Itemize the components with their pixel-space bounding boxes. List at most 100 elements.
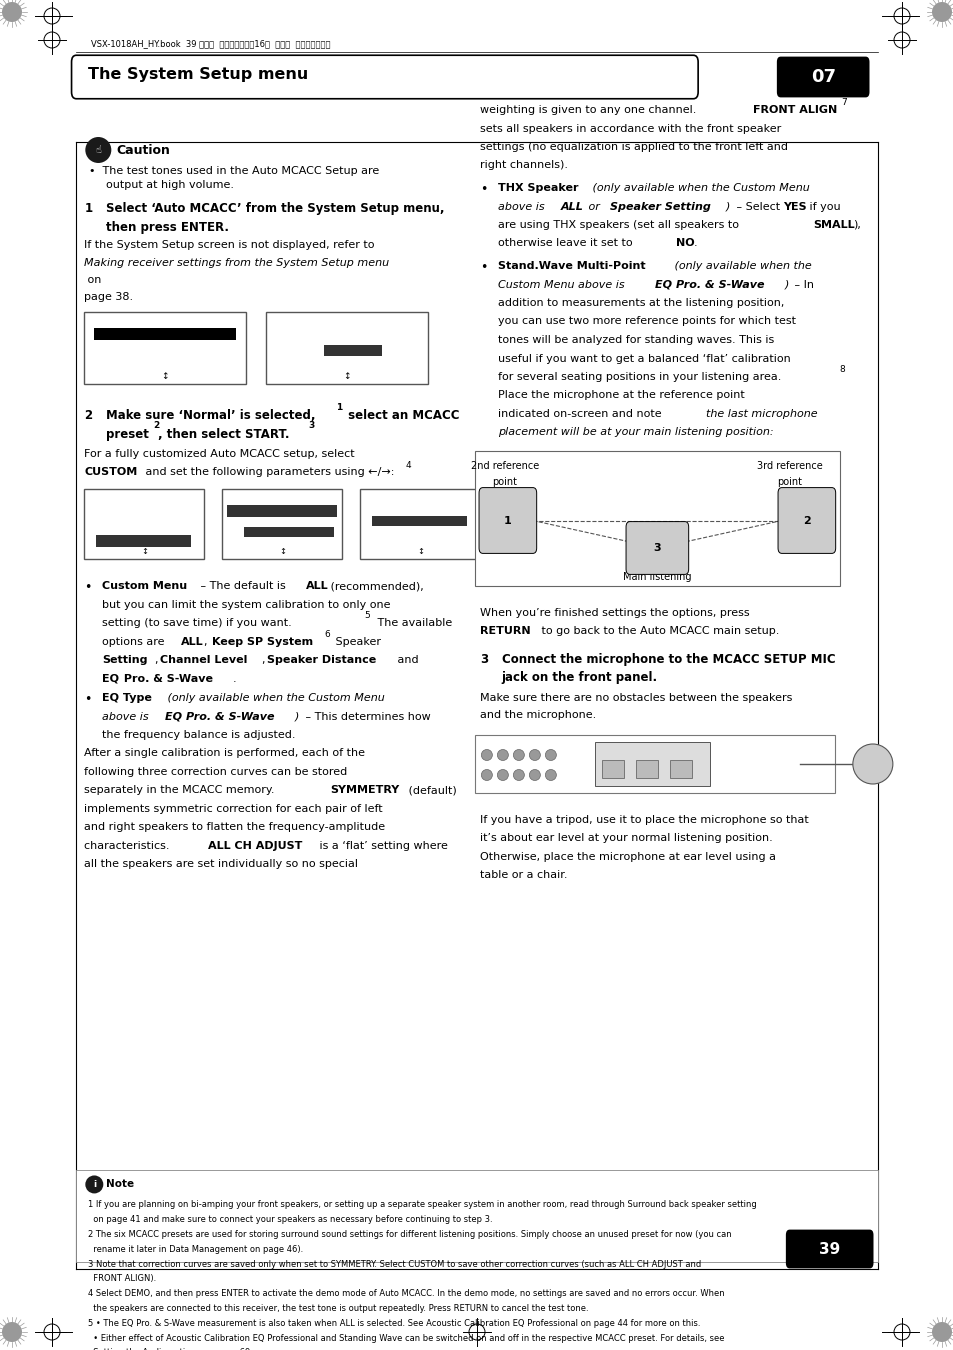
Text: EQ Pro. & S-Wave: EQ Pro. & S-Wave [165,711,274,721]
Text: and right speakers to flatten the frequency-amplitude: and right speakers to flatten the freque… [84,822,385,832]
Text: Stand.Wave Multi-Point: Stand.Wave Multi-Point [497,261,645,271]
Text: Caution: Caution [116,143,170,157]
Text: Keep SP System: Keep SP System [213,636,314,647]
Text: you can use two more reference points for which test: you can use two more reference points fo… [497,316,795,327]
Text: Channel Level: Channel Level [160,655,248,666]
Text: implements symmetric correction for each pair of left: implements symmetric correction for each… [84,803,382,814]
Text: it’s about ear level at your normal listening position.: it’s about ear level at your normal list… [479,833,772,844]
Text: Setting: Setting [102,655,148,666]
Text: Main listening: Main listening [622,572,691,582]
Text: ↕: ↕ [161,373,169,381]
Text: and the microphone.: and the microphone. [479,710,596,721]
Text: tones will be analyzed for standing waves. This is: tones will be analyzed for standing wave… [497,335,773,346]
Text: •: • [84,580,91,594]
Text: 3: 3 [653,543,660,554]
Text: following three correction curves can be stored: following three correction curves can be… [84,767,347,776]
Text: Make sure ‘Normal’ is selected,: Make sure ‘Normal’ is selected, [106,409,315,423]
Text: the speakers are connected to this receiver, the test tone is output repeatedly.: the speakers are connected to this recei… [89,1304,588,1314]
Text: 4: 4 [405,460,411,470]
Text: Otherwise, place the microphone at ear level using a: Otherwise, place the microphone at ear l… [479,852,775,863]
Text: on: on [84,275,102,285]
Text: – In: – In [790,279,813,289]
Text: For a fully customized Auto MCACC setup, select: For a fully customized Auto MCACC setup,… [84,450,355,459]
Text: ,: , [262,655,269,666]
Text: select an MCACC: select an MCACC [344,409,459,423]
Text: 3: 3 [479,653,488,666]
Text: – The default is: – The default is [197,580,290,591]
Text: output at high volume.: output at high volume. [106,180,234,190]
Text: preset: preset [106,428,149,440]
Text: EQ Type: EQ Type [102,693,152,703]
Text: all the speakers are set individually so no special: all the speakers are set individually so… [84,859,358,869]
Text: •: • [479,261,487,274]
Text: indicated on-screen and note: indicated on-screen and note [497,409,664,418]
Text: 6: 6 [324,629,330,639]
Text: 8: 8 [839,364,844,374]
Text: ,: , [155,655,162,666]
Text: for several seating positions in your listening area.: for several seating positions in your li… [497,373,781,382]
Text: are using THX speakers (set all speakers to: are using THX speakers (set all speakers… [497,220,741,230]
Text: ,: , [204,636,212,647]
Text: ): ) [725,201,729,212]
Text: Connect the microphone to the MCACC SETUP MIC: Connect the microphone to the MCACC SETU… [501,653,835,666]
Text: 3 Note that correction curves are saved only when set to SYMMETRY. Select CUSTOM: 3 Note that correction curves are saved … [89,1260,700,1269]
Text: Note: Note [106,1180,134,1189]
Text: Speaker Setting: Speaker Setting [609,201,710,212]
Text: on page 41 and make sure to connect your speakers as necessary before continuing: on page 41 and make sure to connect your… [89,1215,493,1224]
Text: jack on the front panel.: jack on the front panel. [501,671,658,684]
Text: if you: if you [805,201,840,212]
Text: 7: 7 [840,99,845,107]
Text: separately in the MCACC memory.: separately in the MCACC memory. [84,784,278,795]
Text: 3rd reference: 3rd reference [756,460,821,471]
Text: .: . [693,239,697,248]
Text: options are: options are [102,636,168,647]
Text: FRONT ALIGN: FRONT ALIGN [752,105,836,115]
Text: the frequency balance is adjusted.: the frequency balance is adjusted. [102,730,295,740]
Text: YES: YES [782,201,805,212]
Text: Make sure there are no obstacles between the speakers: Make sure there are no obstacles between… [479,693,791,703]
Text: above is: above is [497,201,547,212]
Text: sets all speakers in accordance with the front speaker: sets all speakers in accordance with the… [479,123,781,134]
Text: SYMMETRY: SYMMETRY [330,784,399,795]
Text: •: • [84,693,91,706]
Text: Setting the Audio options on page 69.: Setting the Audio options on page 69. [89,1349,253,1350]
Text: Making receiver settings from the System Setup menu: Making receiver settings from the System… [84,258,389,267]
Text: 5: 5 [364,612,370,620]
Text: 07: 07 [810,68,835,86]
Text: If you have a tripod, use it to place the microphone so that: If you have a tripod, use it to place th… [479,815,808,825]
Text: NO: NO [675,239,694,248]
Text: 2: 2 [802,516,810,525]
Text: ALL: ALL [181,636,204,647]
Text: THX Speaker: THX Speaker [497,184,578,193]
Text: and set the following parameters using ←/→:: and set the following parameters using ←… [142,467,395,477]
Text: En: En [860,1253,872,1264]
Text: 2nd reference: 2nd reference [470,460,538,471]
Text: Place the microphone at the reference point: Place the microphone at the reference po… [497,390,744,401]
Text: characteristics.: characteristics. [84,841,173,850]
Text: addition to measurements at the listening position,: addition to measurements at the listenin… [497,298,783,308]
Text: – This determines how: – This determines how [302,711,431,721]
Text: 4 Select DEMO, and then press ENTER to activate the demo mode of Auto MCACC. In : 4 Select DEMO, and then press ENTER to a… [89,1289,724,1299]
Text: setting (to save time) if you want.: setting (to save time) if you want. [102,618,292,628]
Text: or: or [584,201,602,212]
Text: weighting is given to any one channel.: weighting is given to any one channel. [479,105,699,115]
Text: 1: 1 [503,516,511,525]
Text: placement will be at your main listening position:: placement will be at your main listening… [497,428,773,437]
Text: , then select START.: , then select START. [158,428,290,440]
Text: Pro. & S-Wave: Pro. & S-Wave [120,674,213,683]
Text: ALL: ALL [306,580,329,591]
Text: CUSTOM: CUSTOM [84,467,137,477]
Text: otherwise leave it set to: otherwise leave it set to [497,239,636,248]
Text: EQ Pro. & S-Wave: EQ Pro. & S-Wave [654,279,763,289]
Text: Custom Menu above is: Custom Menu above is [497,279,627,289]
Text: rename it later in Data Management on page 46).: rename it later in Data Management on pa… [89,1245,303,1254]
Text: ↕: ↕ [416,547,423,556]
Text: the last microphone: the last microphone [705,409,817,418]
Text: ALL CH ADJUST: ALL CH ADJUST [208,841,302,850]
Text: •: • [479,184,487,196]
Text: (only available when the Custom Menu: (only available when the Custom Menu [164,693,385,703]
Text: EQ: EQ [102,674,119,683]
Text: ALL: ALL [560,201,583,212]
Text: (only available when the: (only available when the [670,261,811,271]
Text: 2 The six MCACC presets are used for storing surround sound settings for differe: 2 The six MCACC presets are used for sto… [89,1230,731,1239]
